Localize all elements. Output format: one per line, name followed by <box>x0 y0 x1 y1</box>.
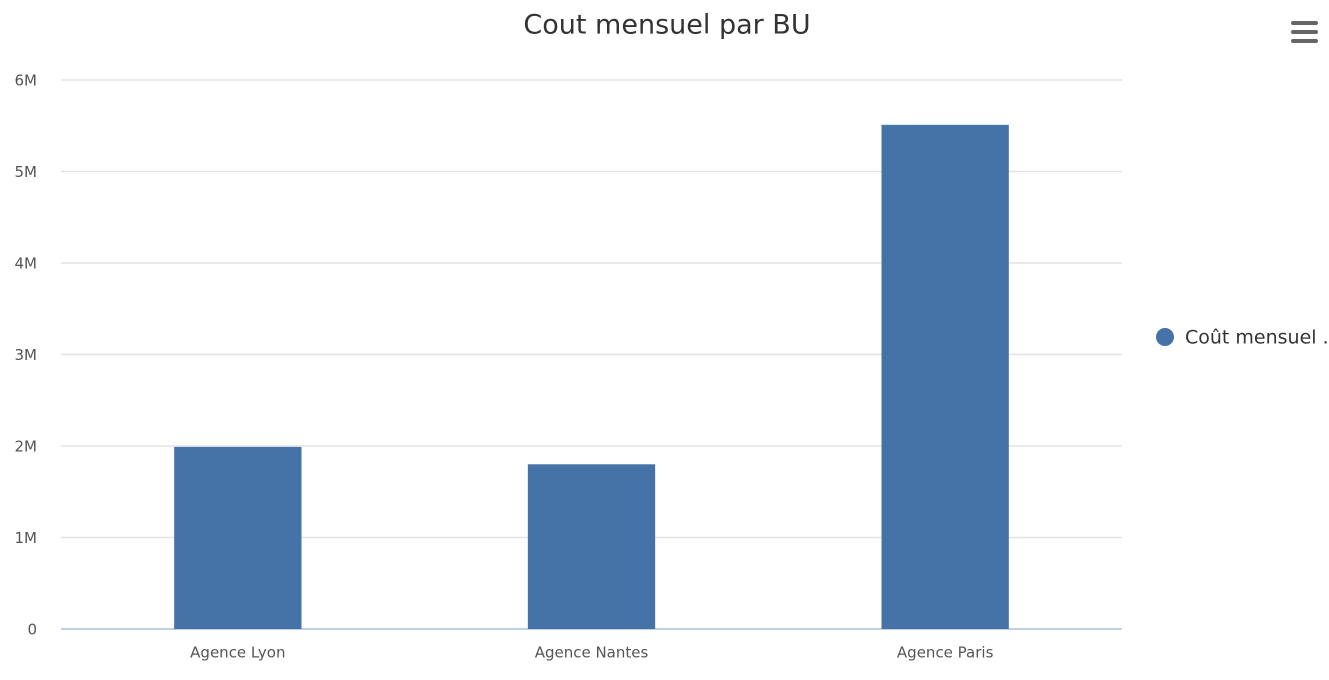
y-tick-label: 4M <box>15 255 38 273</box>
x-tick-label: Agence Lyon <box>190 644 285 662</box>
menu-button[interactable] <box>1291 21 1318 43</box>
y-tick-label: 1M <box>15 529 38 547</box>
y-tick-label: 3M <box>15 346 38 364</box>
bar <box>174 446 302 629</box>
menu-bar <box>1291 39 1318 43</box>
y-tick-label: 6M <box>15 72 38 90</box>
legend-label: Coût mensuel .. <box>1185 327 1329 349</box>
y-tick-label: 2M <box>15 438 38 456</box>
legend-marker <box>1156 328 1174 346</box>
bar <box>527 464 656 629</box>
x-tick-label: Agence Nantes <box>535 644 649 662</box>
menu-bar <box>1291 21 1318 25</box>
bar <box>881 124 1009 630</box>
y-tick-label: 0 <box>27 621 37 639</box>
chart-title: Cout mensuel par BU <box>523 10 810 41</box>
menu-bar <box>1291 30 1318 34</box>
x-tick-label: Agence Paris <box>897 644 994 662</box>
y-tick-label: 5M <box>15 163 38 181</box>
